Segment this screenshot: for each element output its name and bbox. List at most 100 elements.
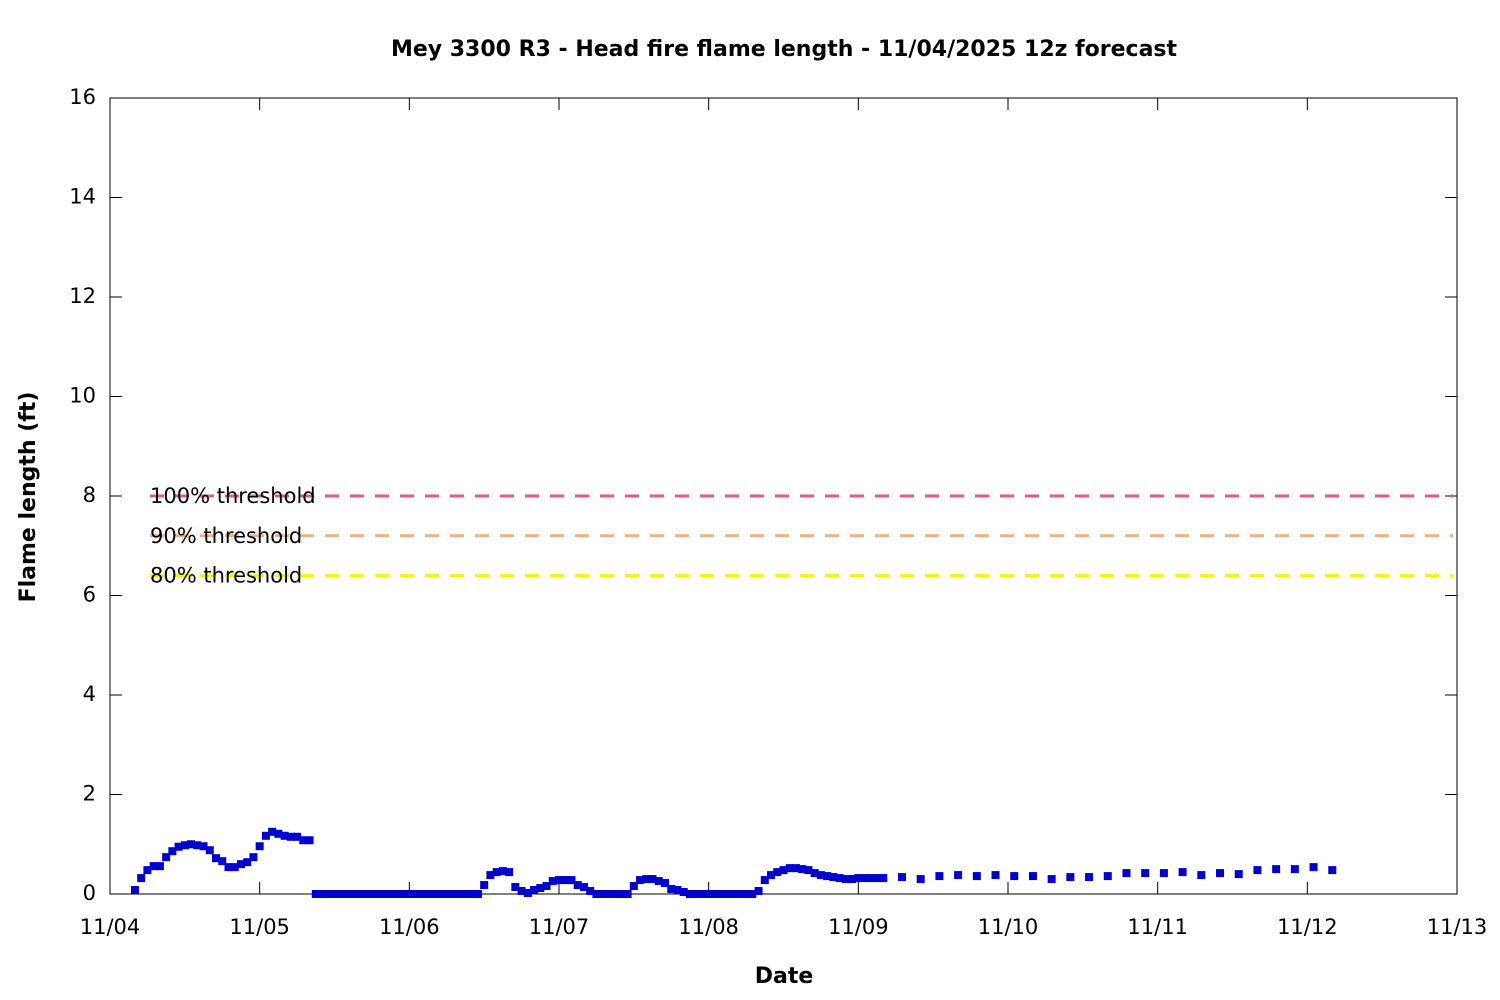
data-point [305,836,314,845]
data-point [168,847,177,856]
data-point [729,890,738,898]
data-point [860,874,869,883]
y-tick-label: 2 [83,782,96,806]
data-point [330,890,339,898]
data-point [187,840,196,849]
data-point [486,871,495,880]
data-point [823,872,832,881]
data-point [1028,872,1037,881]
data-point [361,890,370,898]
data-point [130,886,139,895]
data-point [492,868,501,877]
data-point [598,890,607,898]
data-point [561,876,570,885]
data-point [579,883,588,892]
y-tick-label: 14 [69,185,96,209]
data-point [1047,875,1056,884]
data-point [1216,869,1225,878]
data-point [530,886,539,895]
data-point [698,890,707,898]
data-point [760,876,769,885]
data-point [629,882,638,891]
data-point [1103,872,1112,881]
y-tick-label: 6 [83,583,96,607]
data-point [342,890,351,898]
data-point [137,874,146,883]
data-point [1066,873,1075,882]
data-point [480,881,489,890]
x-tick-label: 11/04 [80,915,141,939]
data-point [617,890,626,898]
data-point [149,862,158,871]
data-point [243,858,252,867]
data-point [1234,870,1243,879]
data-point [717,890,726,898]
data-point [299,836,308,845]
data-point [1309,863,1318,872]
data-point [461,890,470,898]
data-point [723,890,732,898]
data-point [841,875,850,884]
data-point [611,890,620,898]
data-point [367,890,376,898]
data-point [661,879,670,888]
x-tick-label: 11/09 [828,915,889,939]
data-point [742,890,751,898]
y-axis-label: Flame length (ft) [16,392,41,603]
data-point [405,890,414,898]
y-tick-label: 12 [69,284,96,308]
data-point [180,841,189,850]
data-point [218,857,227,866]
data-point [374,890,383,898]
data-point [555,876,563,885]
data-point [424,890,433,898]
data-point [1197,871,1206,880]
data-point [710,890,719,898]
data-point [1010,872,1019,881]
data-point [336,890,345,898]
data-point [785,864,794,873]
data-point [1122,869,1131,878]
x-tick-label: 11/08 [678,915,739,939]
data-point [143,866,152,875]
data-point [673,886,682,895]
data-point [473,890,482,898]
data-point [866,874,875,883]
data-point [249,853,258,862]
data-point [623,890,632,898]
data-point [155,862,164,871]
data-point [592,890,601,898]
data-point [667,885,676,894]
data-point [505,868,514,877]
threshold-label: 90% threshold [150,524,302,548]
x-tick-label: 11/12 [1277,915,1338,939]
data-point [735,890,744,898]
data-point [436,890,445,898]
data-point [205,846,214,855]
data-point [798,865,807,874]
x-tick-label: 11/11 [1127,915,1188,939]
data-point [399,890,408,898]
data-point [636,876,645,885]
data-point [193,841,202,850]
data-point [991,871,1000,880]
data-point [810,869,819,878]
data-point [804,866,813,875]
y-tick-label: 16 [69,85,96,109]
data-point [523,889,532,898]
data-point [430,890,439,898]
data-point [230,863,239,872]
y-tick-label: 4 [83,682,96,706]
data-point [467,890,476,898]
data-point [1272,865,1281,874]
data-point [1159,869,1168,878]
data-point [954,871,963,880]
data-point [455,890,464,898]
data-point [654,877,663,886]
data-point [349,890,358,898]
chart-title: Mey 3300 R3 - Head fire flame length - 1… [391,37,1178,62]
x-tick-label: 11/07 [529,915,590,939]
data-point [442,890,451,898]
data-point [311,890,320,898]
